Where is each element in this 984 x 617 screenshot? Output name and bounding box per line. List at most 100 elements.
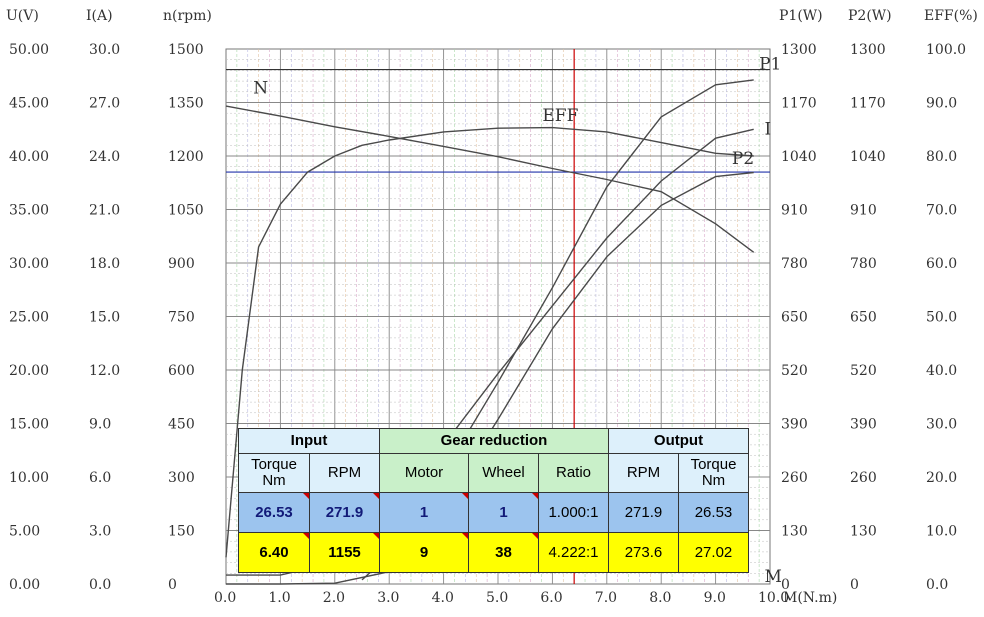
right-axis-tick: 20.0 — [926, 470, 957, 486]
left-axis-tick: 27.0 — [89, 96, 120, 112]
row1-wheel-cell[interactable]: 1 — [468, 492, 539, 533]
left-axis-tick: 30.0 — [89, 42, 120, 58]
right-axis-tick: 10.0 — [926, 524, 957, 540]
left-axis-tick: 40.00 — [9, 149, 49, 165]
right-axis-tick: 390 — [781, 417, 808, 433]
row2-output-rpm-cell: 273.6 — [608, 532, 679, 573]
x-axis-tick: 8.0 — [649, 590, 671, 606]
row2-input-torque-cell[interactable]: 6.40 — [238, 532, 310, 573]
output-group-header: Output — [608, 428, 749, 454]
x-axis-tick: 6.0 — [540, 590, 562, 606]
left-axis-tick: 10.00 — [9, 470, 49, 486]
curve-label-eff: EFF — [542, 106, 578, 126]
row1-input-torque-cell[interactable]: 26.53 — [238, 492, 310, 533]
output-rpm-header: RPM — [608, 453, 679, 493]
left-axis-tick: 300 — [168, 470, 195, 486]
left-axis-tick: 1500 — [168, 42, 204, 58]
left-axis-tick: 5.00 — [9, 524, 40, 540]
row1-output-rpm-cell: 271.9 — [608, 492, 679, 533]
left-axis-tick: 50.00 — [9, 42, 49, 58]
output-torque-header-line2: Nm — [701, 472, 726, 489]
row2-output-torque-cell: 27.02 — [678, 532, 749, 573]
left-axis-tick: 20.00 — [9, 363, 49, 379]
row2-motor-cell[interactable]: 9 — [379, 532, 469, 573]
right-axis-tick: 0.0 — [926, 577, 948, 593]
left-axis-tick: 12.0 — [89, 363, 120, 379]
left-axis-tick: 15.00 — [9, 417, 49, 433]
right-axis-tick: 260 — [781, 470, 808, 486]
right-axis-tick: 70.0 — [926, 203, 957, 219]
x-axis-tick: 4.0 — [432, 590, 454, 606]
x-axis-tick: 3.0 — [377, 590, 399, 606]
right-axis-title: EFF(%) — [924, 8, 978, 24]
motor-header: Motor — [379, 453, 469, 493]
right-axis-tick: 60.0 — [926, 256, 957, 272]
left-axis-tick: 25.00 — [9, 310, 49, 326]
left-axis-title: U(V) — [6, 8, 39, 24]
right-axis-tick: 130 — [781, 524, 808, 540]
row1-motor-cell[interactable]: 1 — [379, 492, 469, 533]
right-axis-tick: 50.0 — [926, 310, 957, 326]
output-torque-header-line1: Torque — [690, 456, 737, 473]
left-axis-tick: 0.00 — [9, 577, 40, 593]
curve-eff — [225, 126, 754, 558]
input-rpm-header: RPM — [309, 453, 380, 493]
right-axis-tick: 780 — [850, 256, 877, 272]
right-axis-tick: 30.0 — [926, 417, 957, 433]
right-axis-tick: 0 — [850, 577, 859, 593]
row2-input-rpm-cell[interactable]: 1155 — [309, 532, 380, 573]
right-axis-tick: 1170 — [850, 96, 886, 112]
left-axis-title: I(A) — [86, 8, 113, 24]
left-axis-tick: 1050 — [168, 203, 204, 219]
wheel-header: Wheel — [468, 453, 539, 493]
row1-ratio-cell: 1.000:1 — [538, 492, 609, 533]
right-axis-title: P1(W) — [779, 8, 823, 24]
left-axis-tick: 1350 — [168, 96, 204, 112]
curve-label-m: M — [765, 567, 782, 587]
curve-n — [225, 105, 755, 253]
left-axis-tick: 6.0 — [89, 470, 111, 486]
right-axis-tick: 780 — [781, 256, 808, 272]
left-axis-title: n(rpm) — [163, 8, 212, 24]
row1-input-rpm-cell[interactable]: 271.9 — [309, 492, 380, 533]
curve-label-p2: P2 — [732, 149, 754, 169]
x-axis-label: M(N.m) — [783, 590, 837, 606]
right-axis-tick: 80.0 — [926, 149, 957, 165]
input-group-header: Input — [238, 428, 380, 454]
right-axis-tick: 910 — [781, 203, 808, 219]
left-axis-tick: 450 — [168, 417, 195, 433]
right-axis-tick: 1170 — [781, 96, 817, 112]
x-axis-tick: 7.0 — [595, 590, 617, 606]
right-axis-tick: 130 — [850, 524, 877, 540]
ratio-header: Ratio — [538, 453, 609, 493]
right-axis-tick: 100.0 — [926, 42, 966, 58]
curve-label-i: I — [765, 120, 772, 140]
x-axis-tick: 10.0 — [758, 590, 789, 606]
x-axis-tick: 9.0 — [704, 590, 726, 606]
row2-wheel-cell[interactable]: 38 — [468, 532, 539, 573]
left-axis-tick: 3.0 — [89, 524, 111, 540]
row2-ratio-cell: 4.222:1 — [538, 532, 609, 573]
curve-p2 — [226, 171, 754, 585]
x-axis-tick: 5.0 — [486, 590, 508, 606]
right-axis-tick: 0 — [781, 577, 790, 593]
right-axis-tick: 650 — [781, 310, 808, 326]
left-axis-tick: 750 — [168, 310, 195, 326]
right-axis-tick: 650 — [850, 310, 877, 326]
input-torque-header: Torque Nm — [238, 453, 310, 493]
right-axis-tick: 910 — [850, 203, 877, 219]
gear-reduction-table: Input Gear reduction Output Torque Nm RP… — [238, 428, 749, 573]
table-row: 6.40 1155 9 38 4.222:1 273.6 27.02 — [238, 532, 749, 573]
left-axis-tick: 150 — [168, 524, 195, 540]
gear-reduction-group-header: Gear reduction — [379, 428, 609, 454]
input-torque-header-line1: Torque — [251, 456, 297, 473]
left-axis-tick: 600 — [168, 363, 195, 379]
left-axis-tick: 35.00 — [9, 203, 49, 219]
input-torque-header-line2: Nm — [262, 472, 286, 489]
left-axis-tick: 15.0 — [89, 310, 120, 326]
left-axis-tick: 1200 — [168, 149, 204, 165]
left-axis-tick: 45.00 — [9, 96, 49, 112]
right-axis-tick: 1040 — [850, 149, 886, 165]
left-axis-tick: 900 — [168, 256, 195, 272]
right-axis-title: P2(W) — [848, 8, 892, 24]
